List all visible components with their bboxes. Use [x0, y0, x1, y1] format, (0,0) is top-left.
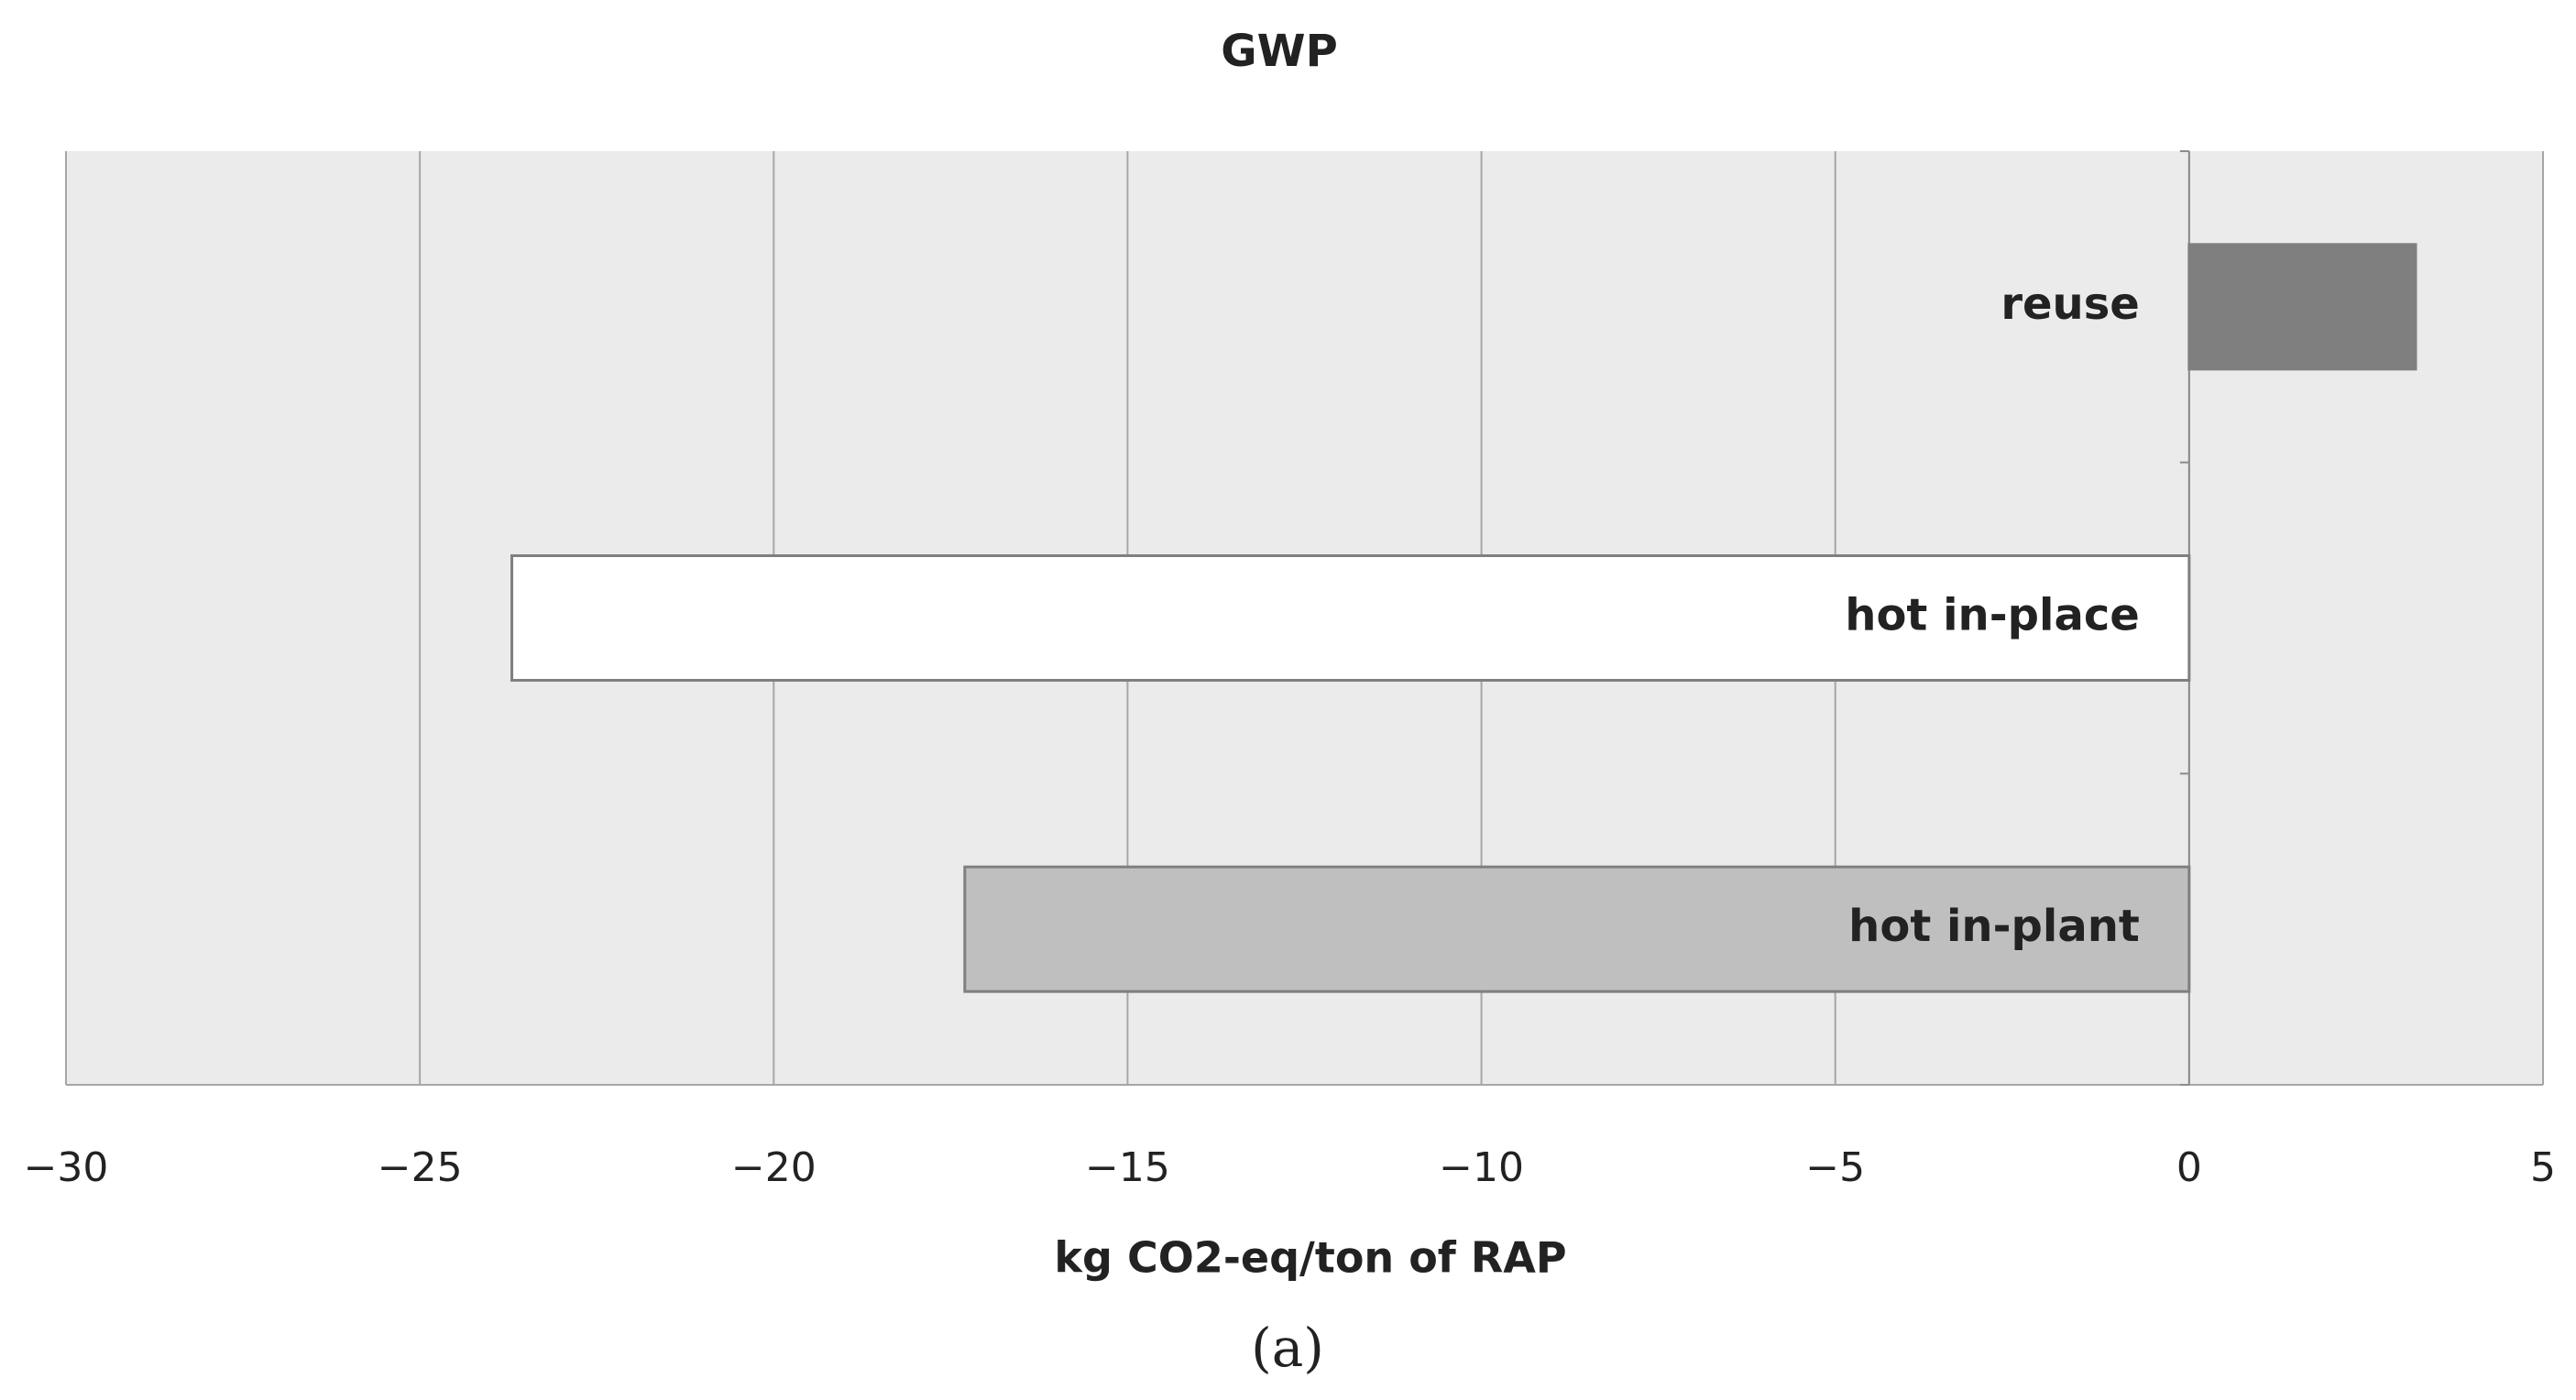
x-tick-label: −25 [378, 1144, 463, 1191]
caption: (a) [1251, 1317, 1324, 1379]
x-tick-label: −20 [731, 1144, 817, 1191]
x-tick-label: 0 [2176, 1144, 2202, 1191]
category-label: hot in-plant [1848, 901, 2140, 952]
x-tick-label: −10 [1439, 1144, 1524, 1191]
x-tick-label: 5 [2530, 1144, 2556, 1191]
bar [2187, 243, 2417, 371]
x-axis-label: kg CO2-eq/ton of RAP [1054, 1233, 1566, 1283]
chart-title: GWP [1221, 26, 1338, 77]
bar [510, 554, 2191, 682]
x-tick-label: −5 [1805, 1144, 1865, 1191]
x-tick-label: −30 [24, 1144, 109, 1191]
x-tick-label: −15 [1085, 1144, 1170, 1191]
category-label: reuse [2001, 279, 2140, 330]
bar [963, 865, 2191, 993]
category-label: hot in-place [1845, 590, 2140, 641]
